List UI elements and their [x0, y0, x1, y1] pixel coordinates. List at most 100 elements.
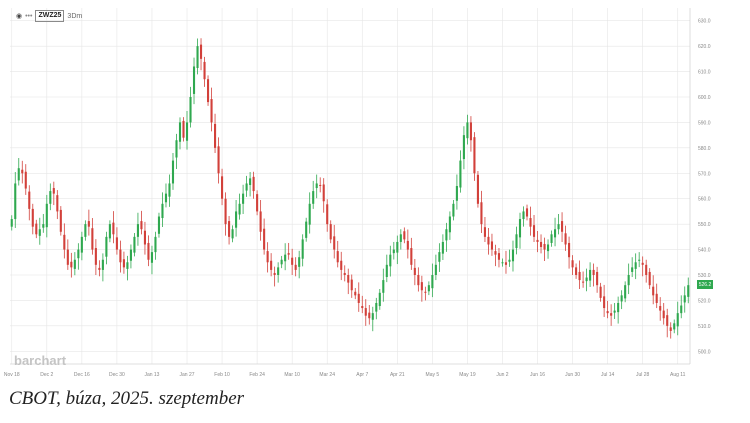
candle: [340, 251, 343, 281]
candle-body: [596, 271, 599, 286]
candle: [21, 160, 24, 184]
candle: [42, 213, 45, 233]
candle: [277, 262, 280, 283]
candle: [536, 231, 539, 253]
candle: [546, 239, 550, 259]
candle: [14, 172, 17, 228]
candle-body: [333, 236, 336, 250]
candle-body: [494, 251, 497, 255]
candle-body: [410, 248, 413, 265]
candle-body: [599, 286, 602, 298]
candle: [487, 227, 490, 255]
candle: [638, 252, 641, 268]
candle-body: [592, 269, 595, 275]
candle: [438, 243, 441, 272]
candle: [529, 206, 532, 236]
candle-body: [66, 249, 69, 265]
candle-body: [287, 253, 290, 255]
y-tick-label: 520.0: [698, 298, 711, 304]
x-tick-label: Jun 30: [565, 372, 580, 378]
candle: [575, 263, 578, 279]
candle: [133, 233, 136, 257]
candle-body: [487, 236, 490, 245]
candle-body: [634, 262, 637, 269]
candle: [126, 255, 129, 281]
symbol-label[interactable]: ZWZ25: [35, 10, 65, 22]
candle: [73, 252, 76, 276]
candle-body: [382, 280, 385, 293]
candle-body: [308, 203, 311, 225]
candle: [168, 174, 171, 207]
candle: [368, 305, 371, 325]
candle-body: [112, 222, 115, 235]
candle: [336, 240, 339, 268]
candle: [256, 190, 259, 216]
candle: [315, 174, 318, 199]
candle: [620, 290, 623, 310]
symbol-header[interactable]: ◉ ••• ZWZ25 3Dm: [16, 9, 82, 23]
y-tick-label: 580.0: [698, 146, 711, 152]
candle: [578, 260, 581, 289]
candle: [242, 184, 245, 214]
candle-body: [14, 183, 17, 220]
candle: [417, 267, 420, 292]
candle: [280, 255, 283, 269]
candle-body: [427, 285, 430, 292]
x-tick-label: Dec 16: [74, 372, 90, 378]
candle-body: [455, 186, 458, 201]
candle: [28, 185, 31, 221]
candle: [84, 220, 87, 241]
candle: [561, 212, 564, 242]
x-tick-label: Aug 11: [670, 372, 686, 378]
candle: [249, 172, 252, 197]
candle: [459, 150, 462, 193]
dots-icon[interactable]: •••: [25, 12, 33, 20]
candle-body: [406, 240, 409, 250]
candle: [455, 174, 458, 210]
candle-body: [497, 253, 501, 260]
candle-body: [136, 224, 139, 237]
candle: [231, 225, 234, 243]
candle: [182, 117, 185, 142]
candle-body: [17, 168, 20, 181]
candle-body: [638, 259, 641, 261]
candle: [645, 259, 648, 283]
candle: [497, 248, 501, 268]
candle-body: [340, 260, 343, 270]
candle-body: [245, 183, 248, 191]
candle: [403, 227, 406, 244]
candle-body: [483, 227, 486, 237]
candle-body: [648, 271, 651, 286]
candle: [382, 268, 385, 302]
candle: [238, 193, 241, 220]
candle-body: [525, 208, 529, 217]
candle: [312, 180, 315, 209]
candle: [473, 132, 476, 181]
y-tick-label: 550.0: [698, 222, 711, 228]
candle-body: [105, 236, 108, 257]
candle-body: [641, 262, 644, 265]
period-label[interactable]: 3Dm: [67, 12, 83, 20]
candle: [91, 218, 94, 255]
candle-body: [143, 230, 146, 245]
candle-body: [403, 231, 406, 240]
candle-body: [45, 203, 48, 228]
candle: [525, 204, 529, 221]
candle: [322, 178, 325, 213]
candle: [490, 233, 494, 256]
candle: [147, 235, 150, 267]
eye-icon[interactable]: ◉: [16, 13, 23, 20]
candle: [648, 268, 651, 289]
candle-body: [606, 311, 609, 314]
y-tick-label: 570.0: [698, 171, 711, 177]
candle: [185, 110, 189, 150]
candle: [221, 168, 224, 206]
candle-body: [564, 233, 567, 245]
y-tick-label: 600.0: [698, 95, 711, 101]
candle-body: [49, 191, 52, 204]
candle: [413, 258, 416, 286]
candlestick-chart[interactable]: 500.0 510.0 520.0 530.0 540.0 550.0 560.0 570.0…: [0, 0, 750, 382]
candle: [105, 231, 108, 265]
candle-body: [603, 296, 606, 309]
candle-body: [424, 291, 427, 293]
